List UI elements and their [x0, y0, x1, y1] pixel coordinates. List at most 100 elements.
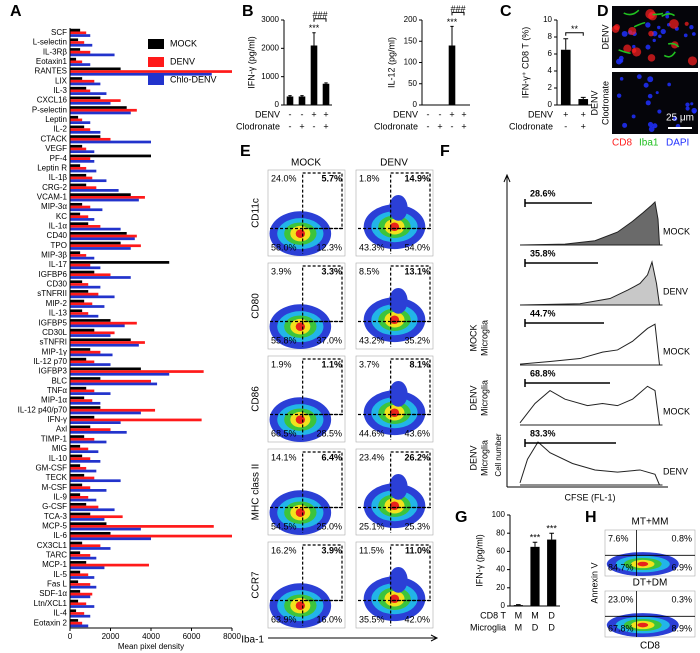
bar: [70, 118, 83, 122]
bar: [70, 164, 81, 167]
error-bar: [288, 95, 292, 97]
bar: [70, 527, 141, 531]
y-tick-label: 0: [501, 601, 506, 610]
bar: [70, 261, 170, 264]
bar: [70, 169, 97, 173]
y-tick-label: 6: [548, 49, 553, 58]
y-tick-label: 2000: [261, 43, 279, 52]
error-bar: [532, 541, 538, 547]
cd8-signal: [628, 26, 637, 36]
gate: [270, 599, 343, 626]
bar: [70, 144, 83, 148]
category-label: sTNFRI: [39, 338, 67, 347]
bar: [70, 556, 97, 560]
bar: [70, 208, 103, 212]
bar: [70, 225, 101, 228]
gate: [358, 320, 431, 347]
condition-level: M: [531, 610, 539, 620]
category-label: Fas L: [47, 580, 68, 589]
quadrant-percent: 35.5%: [359, 614, 385, 624]
density-contour: [295, 229, 305, 238]
category-label: SCF: [51, 28, 67, 37]
bar: [70, 382, 158, 386]
quadrant-percent: 7.6%: [608, 533, 629, 543]
bar: [70, 48, 81, 51]
category-label: PF-4: [50, 154, 68, 163]
category-label: GM-CSF: [35, 463, 67, 472]
bar: [70, 595, 91, 599]
cd8-signal: [669, 19, 679, 29]
condition-name: Clodronate: [374, 121, 418, 131]
category-label: IL-9: [53, 492, 67, 501]
error-bar: [324, 82, 328, 84]
bar: [70, 111, 131, 115]
bar: [70, 218, 95, 221]
bar: [70, 447, 89, 451]
bar: [70, 592, 93, 596]
legend-label: Chlo-DENV: [170, 74, 217, 84]
comparison-label: ###: [450, 4, 465, 14]
group-label: DENV: [468, 385, 478, 410]
x-tick-label: 2000: [102, 632, 120, 641]
bar: [70, 590, 81, 593]
density-contour: [295, 322, 305, 331]
bar: [70, 140, 151, 144]
quadrant-percent: 43.2%: [359, 335, 385, 345]
bar: [70, 212, 81, 216]
quadrant-percent: 1.9%: [271, 359, 292, 369]
quadrant-percent: 58.0%: [271, 242, 297, 252]
bar: [70, 534, 232, 538]
category-label: MCP-1: [42, 560, 67, 569]
condition-level: +: [311, 109, 316, 119]
bar: [70, 256, 95, 260]
cd8-signal: [648, 30, 654, 37]
bar: [70, 440, 107, 444]
x-axis-label: CD8: [640, 641, 660, 652]
bar: [70, 343, 139, 347]
category-label: CXCL16: [37, 96, 68, 105]
category-label: TCA-3: [44, 512, 68, 521]
condition-level: +: [437, 121, 442, 131]
bar: [70, 41, 85, 44]
category-label: IL-13: [49, 309, 68, 318]
plot-title: DT+DM: [633, 578, 668, 589]
quadrant-percent: 54.5%: [271, 521, 297, 531]
bar: [70, 108, 137, 112]
bar: [70, 96, 101, 100]
x-axis-label: CFSE (FL-1): [564, 492, 615, 502]
bar: [70, 247, 131, 250]
bar: [70, 295, 115, 299]
bar: [70, 502, 87, 506]
y-axis-label: IL-12 (pg/ml): [386, 37, 396, 88]
image-label: DENV: [600, 24, 610, 49]
quadrant-percent: 11.5%: [359, 545, 384, 555]
histogram: [519, 323, 660, 366]
bar: [70, 435, 85, 438]
density-contour: [389, 473, 408, 500]
bar: [70, 244, 141, 248]
comparison-label: **: [571, 24, 579, 34]
bar: [70, 379, 151, 383]
bar: [70, 498, 97, 502]
bar: [70, 321, 137, 325]
nucleus: [672, 116, 678, 122]
condition-level: +: [299, 121, 304, 131]
row-label: MHC class II: [251, 464, 262, 521]
histogram: [519, 260, 661, 306]
y-tick-label: 0: [275, 100, 280, 109]
bar: [70, 602, 87, 606]
bar: [70, 237, 135, 241]
iba1-signal: [623, 9, 640, 16]
category-label: Leptin: [45, 115, 67, 124]
density-contour: [389, 315, 400, 325]
nucleus: [616, 93, 622, 98]
panel-letter: B: [242, 3, 254, 20]
quadrant-percent: 44.6%: [359, 428, 385, 438]
x-axis-label: Iba-1: [241, 635, 264, 646]
group-label: Microglia: [479, 440, 489, 476]
gate: [390, 265, 431, 323]
nucleus: [667, 82, 671, 87]
bar: [70, 92, 107, 95]
error-bar: [563, 38, 569, 50]
bar: [70, 241, 121, 245]
